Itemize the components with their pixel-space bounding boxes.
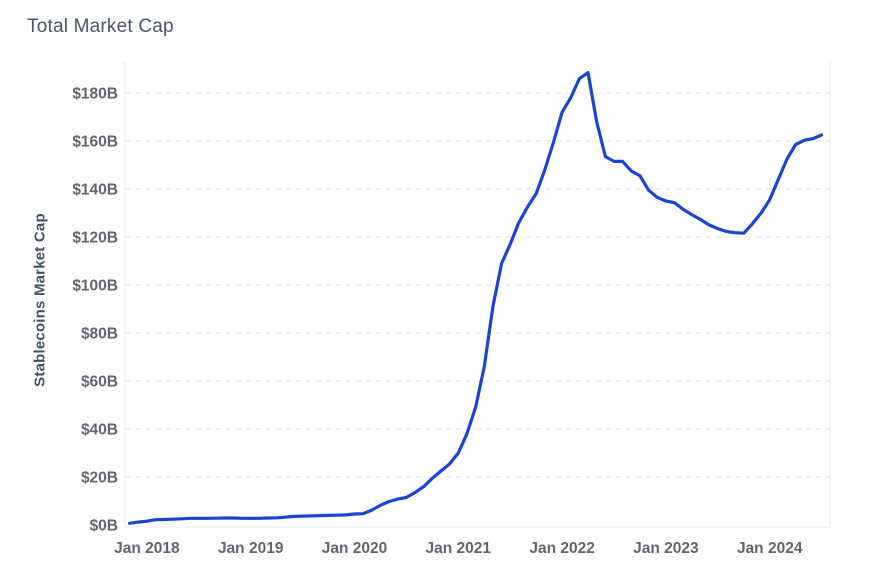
y-tick-label: $40B [81,422,118,439]
y-tick-label: $140B [72,182,118,199]
y-tick-label: $120B [72,230,118,247]
y-tick-label: $180B [72,86,118,103]
x-tick-label: Jan 2024 [737,540,803,557]
x-tick-label: Jan 2018 [114,540,180,557]
market-cap-line [128,70,824,525]
chart-title: Total Market Cap [27,16,174,37]
plot-area[interactable] [125,62,830,527]
y-tick-label: $0B [90,518,118,535]
x-tick-label: Jan 2019 [218,540,284,557]
y-tick-label: $80B [81,326,118,343]
x-tick-label: Jan 2022 [529,540,595,557]
y-tick-label: $60B [81,374,118,391]
y-tick-label: $20B [81,470,118,487]
x-tick-label: Jan 2021 [426,540,492,557]
x-tick-label: Jan 2023 [633,540,699,557]
x-tick-label: Jan 2020 [322,540,388,557]
y-tick-label: $100B [72,278,118,295]
y-tick-label: $160B [72,134,118,151]
